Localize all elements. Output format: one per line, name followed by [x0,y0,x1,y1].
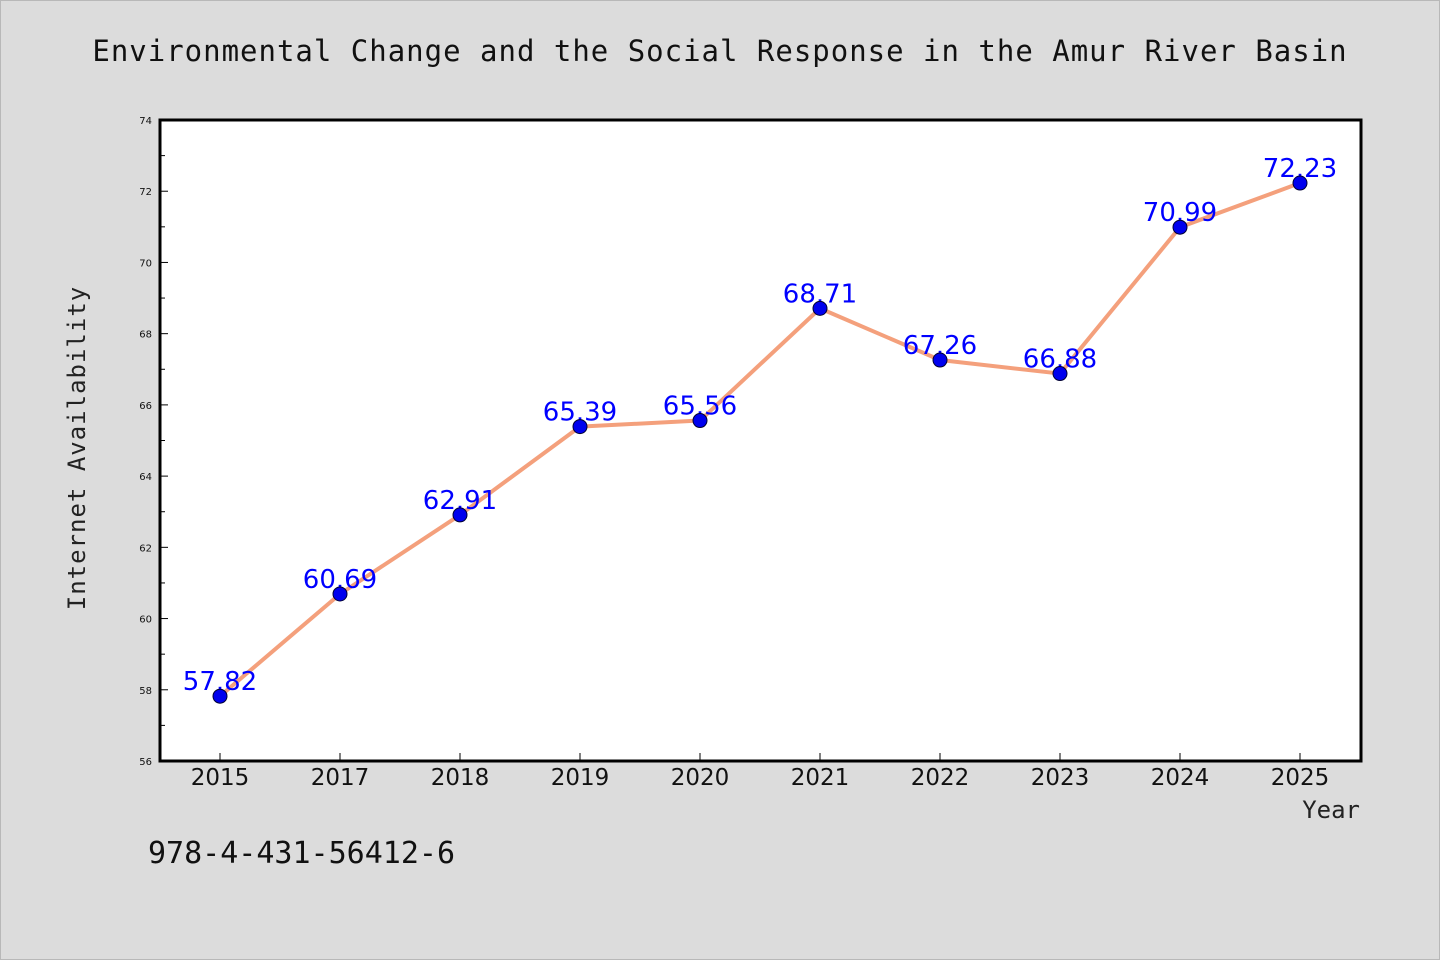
series-line [218,181,1301,698]
y-tick-label: 70 [139,258,152,269]
y-tick-label: 58 [139,686,152,697]
y-tick-label: 74 [139,116,152,127]
axis-ticks: 56 58 60 62 64 66 68 70 72 74 2015 2017 2018 2019 2020… [139,116,1329,791]
y-tick-label: 68 [139,330,152,341]
y-tick-label: 66 [139,401,152,412]
data-point-marker [212,688,228,704]
y-tick-label: 64 [139,472,152,483]
data-point-marker [452,507,468,523]
data-point-marker [812,300,828,316]
data-point-marker [1172,219,1188,235]
y-tick-label: 56 [139,757,152,768]
data-markers-group [212,175,1308,704]
data-point-marker [332,586,348,602]
isbn-label: 978-4-431-56412-6 [148,836,456,871]
x-tick-label: 2023 [1031,765,1090,791]
y-tick-label: 62 [139,543,152,554]
y-axis-label: Internet Availability [63,285,91,611]
x-tick-label: 2025 [1271,765,1330,791]
data-point-marker [692,413,708,429]
x-tick-label: 2021 [791,765,850,791]
plot-area [158,118,1363,763]
x-tick-label: 2015 [191,765,250,791]
x-axis-label: Year [1302,796,1360,824]
chart-title: Environmental Change and the Social Resp… [92,34,1348,68]
x-tick-label: 2017 [311,765,370,791]
x-tick-label: 2018 [431,765,490,791]
x-tick-label: 2024 [1151,765,1210,791]
data-point-marker [1052,366,1068,382]
data-point-marker [572,419,588,435]
data-point-marker [932,352,948,368]
y-tick-label: 60 [139,615,152,626]
series-line-group [218,181,1301,698]
y-tick-label: 72 [139,187,152,198]
x-tick-label: 2022 [911,765,970,791]
x-tick-label: 2020 [671,765,730,791]
x-tick-label: 2019 [551,765,610,791]
data-point-marker [1292,175,1308,191]
